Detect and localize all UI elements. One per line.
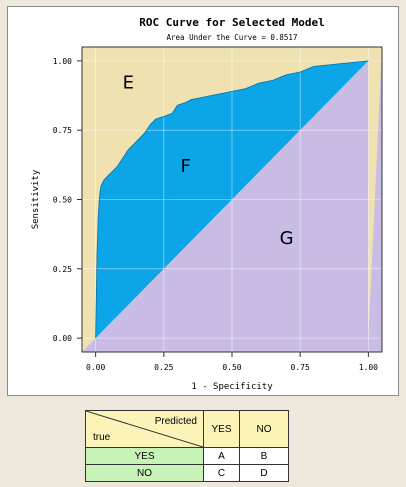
x-axis-label: 1 - Specificity — [191, 382, 273, 392]
y-tick-label: 0.00 — [53, 334, 72, 343]
cell-d: D — [239, 464, 289, 482]
confusion-table: Predicted true YES NO YES A B NO C D — [85, 410, 289, 482]
region-label-f: F — [180, 156, 190, 177]
true-label: true — [93, 432, 111, 443]
region-label-e: E — [123, 73, 134, 94]
y-tick-label: 0.25 — [53, 265, 72, 274]
x-tick-label: 1.00 — [359, 363, 378, 372]
roc-chart: 0.00 0.25 0.50 0.75 1.00 0.00 0.25 0.50 0.75 1.00… — [31, 16, 383, 392]
y-tick-label: 0.75 — [53, 126, 72, 135]
region-label-g: G — [280, 228, 294, 249]
diagonal-header-cell: Predicted true — [85, 410, 204, 448]
table-row: YES A B — [85, 447, 289, 465]
col-header-yes: YES — [203, 410, 240, 448]
cell-c: C — [203, 464, 240, 482]
row-label-yes: YES — [85, 447, 204, 465]
roc-curve-line — [95, 60, 369, 339]
table-header-row: Predicted true YES NO — [85, 410, 289, 448]
y-axis-label: Sensitivity — [31, 169, 41, 229]
y-tick-label: 0.50 — [53, 196, 72, 205]
cell-b: B — [239, 447, 289, 465]
predicted-label: Predicted — [154, 416, 197, 427]
confusion-matrix: Predicted true YES NO YES A B NO C D — [85, 410, 289, 482]
row-label-no: NO — [85, 464, 204, 482]
diagonal-line — [86, 411, 203, 447]
cell-a: A — [203, 447, 240, 465]
table-row: NO C D — [85, 464, 289, 482]
corner-region-e — [368, 47, 382, 61]
x-tick-label: 0.25 — [154, 363, 173, 372]
x-tick-label: 0.50 — [222, 363, 241, 372]
chart-title: ROC Curve for Selected Model — [139, 16, 324, 29]
x-tick-label: 0.00 — [86, 363, 105, 372]
y-tick-label: 1.00 — [53, 57, 72, 66]
x-tick-label: 0.75 — [291, 363, 310, 372]
chart-subtitle: Area Under the Curve = 0.8517 — [167, 33, 298, 42]
col-header-no: NO — [239, 410, 289, 448]
chart-frame: 0.00 0.25 0.50 0.75 1.00 0.00 0.25 0.50 0.75 1.00… — [7, 6, 399, 396]
